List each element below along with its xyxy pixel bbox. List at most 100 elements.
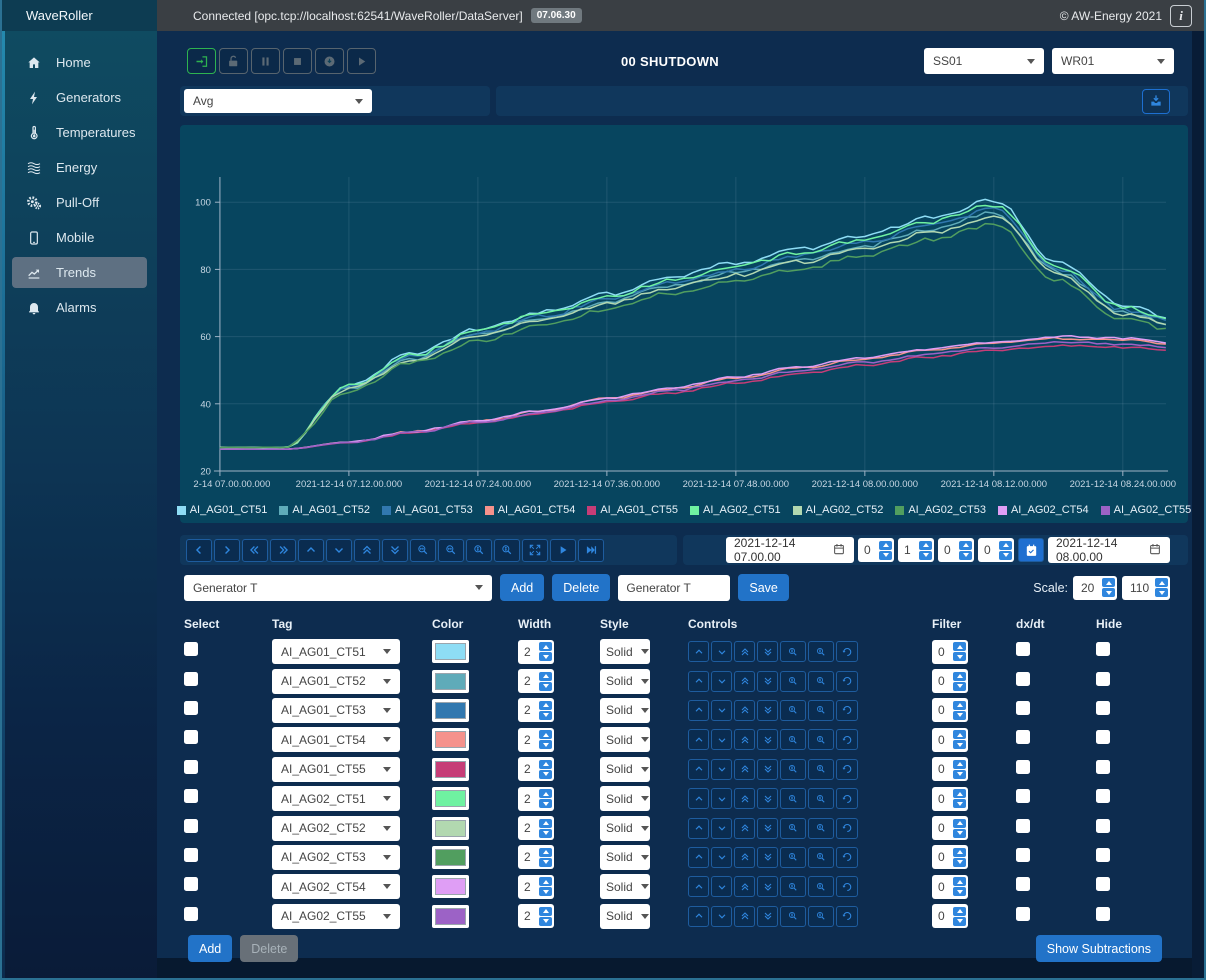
color-swatch[interactable]	[432, 816, 469, 840]
dxdt-checkbox[interactable]	[1016, 700, 1030, 715]
zoom-in-y-button[interactable]	[780, 670, 806, 692]
width-stepper[interactable]: 2	[518, 786, 554, 811]
offset-stepper-minutes[interactable]: 0	[938, 538, 974, 562]
zoom-out-y-button[interactable]	[808, 817, 834, 839]
color-swatch[interactable]	[432, 757, 469, 781]
sidebar-item-trends[interactable]: Trends	[12, 257, 147, 288]
style-select[interactable]: Solid	[600, 815, 650, 841]
width-stepper[interactable]: 2	[518, 639, 554, 664]
color-swatch[interactable]	[432, 875, 469, 899]
stepper-down-button[interactable]	[539, 769, 552, 779]
stepper-up-button[interactable]	[953, 759, 966, 769]
hide-checkbox[interactable]	[1096, 759, 1110, 774]
stepper-down-button[interactable]	[539, 681, 552, 691]
stepper-down-button[interactable]	[539, 887, 552, 897]
stepper-down-button[interactable]	[953, 828, 966, 838]
shift-down-button[interactable]	[711, 788, 732, 810]
color-swatch[interactable]	[432, 698, 469, 722]
select-checkbox[interactable]	[184, 700, 198, 715]
hide-checkbox[interactable]	[1096, 642, 1110, 657]
sidebar-item-pull-off[interactable]: Pull-Off	[2, 185, 157, 220]
style-select[interactable]: Solid	[600, 786, 650, 812]
stepper-up-button[interactable]	[1102, 578, 1115, 587]
pan-right-button[interactable]	[214, 538, 240, 562]
reset-button[interactable]	[836, 699, 858, 721]
shift-up-button[interactable]	[688, 641, 709, 663]
stepper-up-button[interactable]	[953, 730, 966, 740]
tag-select[interactable]: AI_AG01_CT55	[272, 756, 400, 782]
width-stepper[interactable]: 2	[518, 698, 554, 723]
shift-down-button[interactable]	[711, 758, 732, 780]
tag-select[interactable]: AI_AG01_CT54	[272, 727, 400, 753]
scale-down-button[interactable]	[757, 729, 778, 751]
zoom-in-y-button[interactable]	[466, 538, 492, 562]
scale-up-button[interactable]	[734, 641, 755, 663]
stepper-up-button[interactable]	[539, 877, 552, 887]
shift-down-button[interactable]	[711, 817, 732, 839]
scale-min-stepper[interactable]: 20	[1073, 575, 1117, 600]
shift-up-button[interactable]	[688, 788, 709, 810]
shift-up-button[interactable]	[688, 905, 709, 927]
sidebar-item-temperatures[interactable]: Temperatures	[2, 115, 157, 150]
preset-add-button[interactable]: Add	[500, 574, 545, 601]
sidebar-item-mobile[interactable]: Mobile	[2, 220, 157, 255]
info-button[interactable]: i	[1170, 4, 1192, 27]
zoom-out-y-button[interactable]	[808, 876, 834, 898]
select-checkbox[interactable]	[184, 789, 198, 804]
pan-left-button[interactable]	[186, 538, 212, 562]
scale-down-button[interactable]	[757, 758, 778, 780]
delete-row-button[interactable]: Delete	[240, 935, 299, 963]
width-stepper[interactable]: 2	[518, 816, 554, 841]
width-stepper[interactable]: 2	[518, 874, 554, 899]
reset-button[interactable]	[836, 788, 858, 810]
device-select[interactable]: WR01	[1052, 48, 1174, 74]
dxdt-checkbox[interactable]	[1016, 818, 1030, 833]
shift-down-button[interactable]	[711, 905, 732, 927]
zoom-out-y-button[interactable]	[808, 729, 834, 751]
zoom-in-x-button[interactable]	[410, 538, 436, 562]
zoom-out-y-button[interactable]	[808, 758, 834, 780]
zoom-in-y-button[interactable]	[780, 729, 806, 751]
style-select[interactable]: Solid	[600, 903, 650, 929]
style-select[interactable]: Solid	[600, 727, 650, 753]
stepper-up-button[interactable]	[539, 847, 552, 857]
play-button[interactable]	[347, 48, 376, 74]
shift-up-button[interactable]	[688, 758, 709, 780]
zoom-out-y-button[interactable]	[494, 538, 520, 562]
shift-up-button[interactable]	[688, 846, 709, 868]
filter-stepper[interactable]: 0	[932, 845, 968, 870]
select-checkbox[interactable]	[184, 671, 198, 686]
stepper-up-button[interactable]	[959, 540, 972, 550]
stepper-down-button[interactable]	[999, 550, 1012, 560]
scale-up-button[interactable]	[734, 817, 755, 839]
stepper-down-button[interactable]	[953, 857, 966, 867]
scale-down-button[interactable]	[757, 905, 778, 927]
hide-checkbox[interactable]	[1096, 671, 1110, 686]
shift-down-button[interactable]	[711, 699, 732, 721]
zoom-out-y-button[interactable]	[808, 846, 834, 868]
reset-button[interactable]	[836, 876, 858, 898]
reset-button[interactable]	[836, 817, 858, 839]
stepper-up-button[interactable]	[539, 759, 552, 769]
tag-select[interactable]: AI_AG01_CT53	[272, 697, 400, 723]
stepper-down-button[interactable]	[953, 799, 966, 809]
filter-stepper[interactable]: 0	[932, 786, 968, 811]
select-checkbox[interactable]	[184, 730, 198, 745]
stepper-down-button[interactable]	[1102, 588, 1115, 597]
hide-checkbox[interactable]	[1096, 847, 1110, 862]
zoom-out-y-button[interactable]	[808, 788, 834, 810]
zoom-out-x-button[interactable]	[438, 538, 464, 562]
stop-button[interactable]	[283, 48, 312, 74]
select-checkbox[interactable]	[184, 642, 198, 657]
stepper-down-button[interactable]	[959, 550, 972, 560]
style-select[interactable]: Solid	[600, 844, 650, 870]
stepper-down-button[interactable]	[539, 916, 552, 926]
stepper-down-button[interactable]	[953, 887, 966, 897]
sidebar-item-generators[interactable]: Generators	[2, 80, 157, 115]
stepper-up-button[interactable]	[539, 818, 552, 828]
fast-right-button[interactable]	[270, 538, 296, 562]
style-select[interactable]: Solid	[600, 756, 650, 782]
hide-checkbox[interactable]	[1096, 818, 1110, 833]
offset-stepper-days[interactable]: 0	[858, 538, 894, 562]
preset-select[interactable]: Generator T	[184, 574, 492, 601]
